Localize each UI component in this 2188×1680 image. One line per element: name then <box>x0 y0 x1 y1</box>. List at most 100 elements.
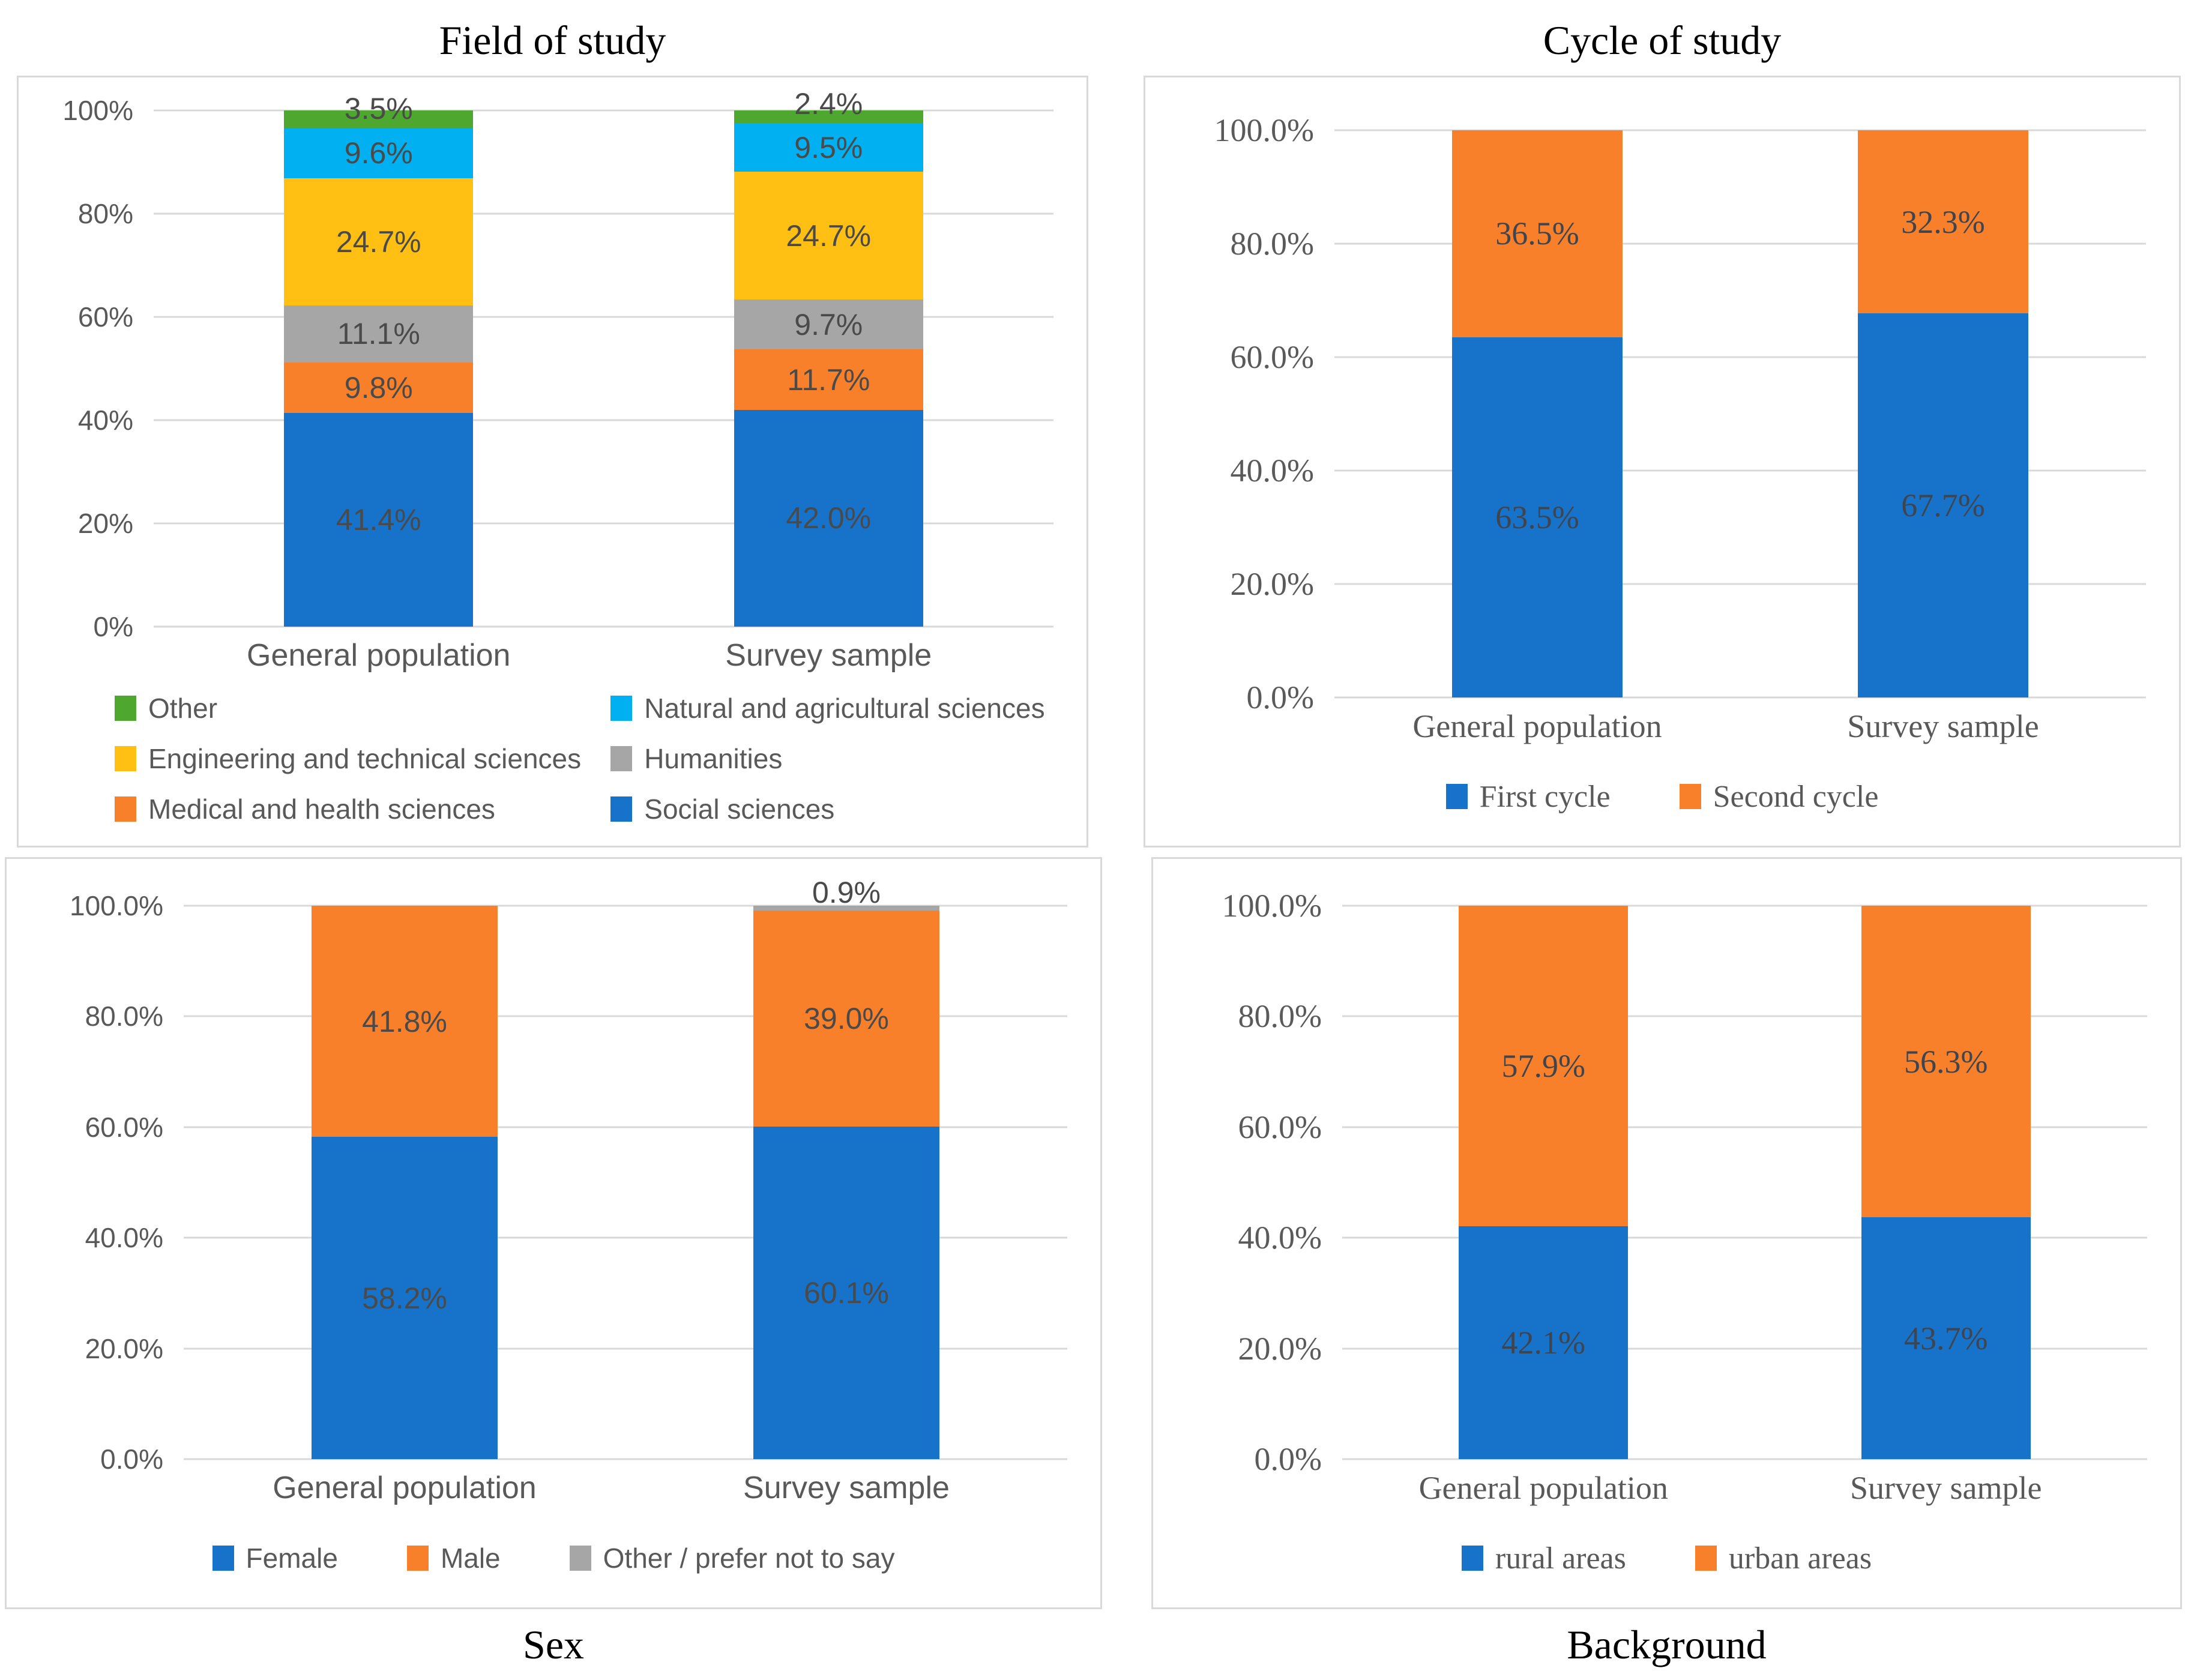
y-tick-label: 80% <box>77 198 133 229</box>
category-axis: General population Survey sample <box>19 627 1086 684</box>
category-label: Survey sample <box>1850 1469 2042 1506</box>
y-tick-label: 0.0% <box>100 1444 163 1475</box>
bar-segment: 2.4% <box>734 87 923 123</box>
value-label: 42.0% <box>786 501 872 535</box>
gridline <box>184 1236 1067 1239</box>
bar-segment: 41.8% <box>312 906 498 1137</box>
category-label: General population <box>273 1470 537 1505</box>
legend-label: Other <box>148 693 218 724</box>
legend-label: Other / prefer not to say <box>603 1543 895 1574</box>
bars-layer: 58.2% 41.8% 60.1% 39.0% 0.9% <box>184 876 1067 1459</box>
value-label: 2.4% <box>794 86 863 121</box>
y-tick-label: 80.0% <box>1238 998 1322 1035</box>
legend-label: urban areas <box>1728 1541 1872 1576</box>
value-label: 11.7% <box>787 363 870 397</box>
gridline <box>1342 1126 2147 1128</box>
y-tick-label: 60.0% <box>85 1111 163 1143</box>
gridline <box>154 625 1053 628</box>
plot-area: 63.5% 36.5% 67.7% 32.3% <box>1334 129 2146 699</box>
bar-segment: 63.5% <box>1452 337 1623 697</box>
stacked-bar: 42.0% 11.7% 9.7% 24.7% 9.5% 2.4% <box>734 87 923 627</box>
bar-segment: 11.7% <box>734 349 923 410</box>
bar-segment: 3.5% <box>284 92 474 129</box>
legend-swatch-icon <box>610 696 633 721</box>
y-tick-label: 0.0% <box>1246 679 1314 715</box>
category-axis: General population Survey sample <box>7 1459 1100 1516</box>
plot-row: 100.0% 80.0% 60.0% 40.0% 20.0% 0.0% 42.1% 57.9%… <box>1153 859 2180 1477</box>
legend-swatch-icon <box>406 1546 429 1571</box>
y-tick-label: 60% <box>77 301 133 333</box>
y-tick-label: 100.0% <box>1222 888 1322 924</box>
legend-label: Second cycle <box>1713 779 1879 814</box>
value-label: 42.1% <box>1501 1324 1585 1361</box>
legend-label: Humanities <box>644 743 783 774</box>
legend-label: rural areas <box>1495 1541 1626 1576</box>
plot-row: 100% 80% 60% 40% 20% 0% 41.4% 9.8% 11.1% 24.7% 9.6… <box>19 77 1086 642</box>
legend: Other Natural and agricultural sciences En… <box>19 684 1086 846</box>
gridline <box>154 212 1053 215</box>
category-slot: 43.7% 56.3% <box>1745 906 2148 1459</box>
stacked-bar: 43.7% 56.3% <box>1861 906 2031 1459</box>
legend-swatch-icon <box>569 1546 591 1571</box>
y-tick-label: 20% <box>77 508 133 539</box>
plot-row: 100.0% 80.0% 60.0% 40.0% 20.0% 0.0% 58.2% 41.8%… <box>7 859 1100 1475</box>
stacked-bar: 58.2% 41.8% <box>312 906 498 1459</box>
gridline <box>1342 1015 2147 1017</box>
y-tick-label: 80.0% <box>1230 226 1314 262</box>
bar-segment: 9.6% <box>284 128 474 178</box>
bar-segment: 60.1% <box>753 1126 939 1459</box>
bar-segment: 0.9% <box>753 876 939 911</box>
gridline <box>154 316 1053 318</box>
y-tick-label: 0% <box>93 611 133 642</box>
gridline <box>154 109 1053 112</box>
gridline <box>184 1126 1067 1128</box>
y-axis: 100.0% 80.0% 60.0% 40.0% 20.0% 0.0% <box>1145 112 1334 715</box>
plot-area: 42.1% 57.9% 43.7% 56.3% <box>1342 905 2148 1460</box>
value-label: 3.5% <box>344 91 413 125</box>
plot-area: 41.4% 9.8% 11.1% 24.7% 9.6% 3.5% 42.0% 11.7% 9.7… <box>154 87 1053 628</box>
legend-label: Natural and agricultural sciences <box>644 693 1045 724</box>
bar-segment: 42.1% <box>1459 1226 1629 1459</box>
value-label: 56.3% <box>1903 1043 1988 1080</box>
y-tick-label: 20.0% <box>1238 1330 1322 1367</box>
value-label: 36.5% <box>1495 215 1579 252</box>
value-label: 67.7% <box>1901 487 1985 524</box>
legend-item: Male <box>406 1542 501 1574</box>
chart-title-sex: Sex <box>523 1621 584 1667</box>
legend-label: Male <box>440 1543 501 1574</box>
chart-cycle-of-study: Cycle of study 100.0% 80.0% 60.0% 40.0% 20.0… <box>1144 5 2181 848</box>
bar-segment: 56.3% <box>1861 906 2031 1218</box>
value-label: 43.7% <box>1903 1320 1988 1356</box>
category-label: Survey sample <box>1847 708 2039 744</box>
y-tick-label: 40.0% <box>1230 453 1314 489</box>
legend-swatch-icon <box>1695 1546 1717 1571</box>
stacked-bar: 63.5% 36.5% <box>1452 130 1623 697</box>
value-label: 24.7% <box>336 224 421 259</box>
y-axis: 100.0% 80.0% 60.0% 40.0% 20.0% 0.0% <box>7 890 184 1475</box>
legend-item: Natural and agricultural sciences <box>610 692 1068 724</box>
gridline <box>1334 696 2146 699</box>
y-tick-label: 20.0% <box>85 1332 163 1364</box>
legend-item: Second cycle <box>1679 779 1879 814</box>
plot-row: 100.0% 80.0% 60.0% 40.0% 20.0% 0.0% 63.5% 36.5%… <box>1145 77 2179 715</box>
legend-swatch-icon <box>212 1546 234 1571</box>
y-axis: 100.0% 80.0% 60.0% 40.0% 20.0% 0.0% <box>1153 888 1342 1477</box>
bar-segment: 9.5% <box>734 122 923 172</box>
value-label: 63.5% <box>1495 499 1579 535</box>
legend-item: Medical and health sciences <box>115 793 610 825</box>
bar-segment: 42.0% <box>734 409 923 627</box>
y-tick-label: 100.0% <box>1214 112 1314 148</box>
bar-segment: 32.3% <box>1858 130 2028 314</box>
y-tick-label: 60.0% <box>1238 1109 1322 1145</box>
y-tick-label: 40.0% <box>85 1222 163 1254</box>
bar-segment: 67.7% <box>1858 313 2028 697</box>
value-label: 9.8% <box>344 371 413 405</box>
legend-label: Female <box>246 1543 338 1574</box>
y-tick-label: 100% <box>62 95 133 126</box>
stacked-bar: 41.4% 9.8% 11.1% 24.7% 9.6% 3.5% <box>284 92 474 627</box>
chart-title-background: Background <box>1567 1621 1767 1667</box>
gridline <box>154 522 1053 525</box>
y-tick-label: 80.0% <box>85 1001 163 1032</box>
chart-panel-background: 100.0% 80.0% 60.0% 40.0% 20.0% 0.0% 42.1% 57.9%… <box>1151 857 2182 1609</box>
